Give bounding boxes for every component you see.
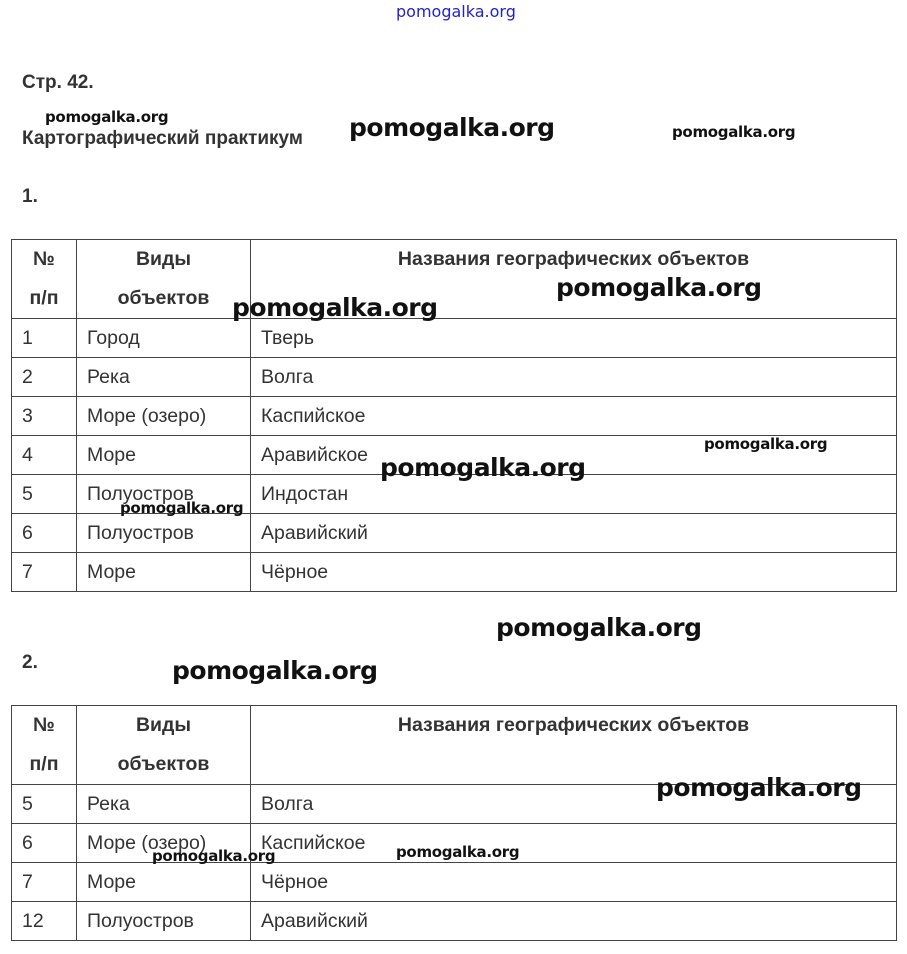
cell-num: 4 xyxy=(11,435,77,475)
cell-type: Море xyxy=(76,435,251,475)
cell-type: Река xyxy=(76,784,251,824)
cell-num: 7 xyxy=(11,552,77,592)
table-row: 2 Река Волга xyxy=(11,357,897,397)
table-row: 7 Море Чёрное xyxy=(11,552,897,592)
cell-num: 5 xyxy=(11,474,77,514)
header-type: Виды объектов xyxy=(76,705,251,785)
header-names: Названия географических объектов xyxy=(250,705,897,785)
cell-num: 12 xyxy=(11,901,77,941)
table-header-row: № п/п Виды объектов Названия географически… xyxy=(11,239,897,319)
cell-name: Каспийское xyxy=(250,823,897,863)
watermark: pomogalka.org xyxy=(396,843,520,861)
cell-name: Тверь xyxy=(250,318,897,358)
cell-type: Река xyxy=(76,357,251,397)
table-row: 12 Полуостров Аравийский xyxy=(11,901,897,941)
watermark: pomogalka.org xyxy=(152,847,276,865)
watermark: pomogalka.org xyxy=(380,453,586,482)
page-heading: Стр. 42. xyxy=(22,72,94,93)
task-1-table: № п/п Виды объектов Названия географически… xyxy=(11,239,897,592)
cell-num: 7 xyxy=(11,862,77,902)
cell-name: Аравийский xyxy=(250,901,897,941)
cell-num: 2 xyxy=(11,357,77,397)
watermark: pomogalka.org xyxy=(172,656,378,685)
watermark: pomogalka.org xyxy=(120,499,244,517)
table-row: 7 Море Чёрное xyxy=(11,862,897,902)
header-num: № п/п xyxy=(11,705,77,785)
watermark: pomogalka.org xyxy=(396,2,516,21)
cell-num: 1 xyxy=(11,318,77,358)
watermark: pomogalka.org xyxy=(232,293,438,322)
task-1-number: 1. xyxy=(22,186,38,207)
task-2-number: 2. xyxy=(22,652,38,673)
table-row: 5 Полуостров Индостан xyxy=(11,474,897,514)
cell-name: Чёрное xyxy=(250,552,897,592)
cell-type: Море (озеро) xyxy=(76,396,251,436)
table-row: 1 Город Тверь xyxy=(11,318,897,358)
cell-name: Индостан xyxy=(250,474,897,514)
header-names: Названия географических объектов xyxy=(250,239,897,319)
cell-type: Море xyxy=(76,862,251,902)
watermark: pomogalka.org xyxy=(672,123,796,141)
cell-type: Полуостров xyxy=(76,474,251,514)
cell-num: 6 xyxy=(11,823,77,863)
cell-type: Город xyxy=(76,318,251,358)
watermark: pomogalka.org xyxy=(349,113,555,142)
cell-type: Полуостров xyxy=(76,513,251,553)
cell-name: Волга xyxy=(250,357,897,397)
watermark: pomogalka.org xyxy=(496,613,702,642)
cell-num: 6 xyxy=(11,513,77,553)
section-title: Картографический практикум xyxy=(22,128,303,149)
cell-type: Полуостров xyxy=(76,901,251,941)
header-type: Виды объектов xyxy=(76,239,251,319)
table-row: 3 Море (озеро) Каспийское xyxy=(11,396,897,436)
table-row: 5 Река Волга xyxy=(11,784,897,824)
cell-name: Чёрное xyxy=(250,862,897,902)
cell-num: 3 xyxy=(11,396,77,436)
watermark: pomogalka.org xyxy=(704,435,828,453)
table-header-row: № п/п Виды объектов Названия географически… xyxy=(11,705,897,785)
cell-name: Аравийский xyxy=(250,513,897,553)
cell-type: Море xyxy=(76,552,251,592)
cell-num: 5 xyxy=(11,784,77,824)
cell-name: Каспийское xyxy=(250,396,897,436)
watermark: pomogalka.org xyxy=(556,273,762,302)
header-num: № п/п xyxy=(11,239,77,319)
table-row: 6 Полуостров Аравийский xyxy=(11,513,897,553)
watermark: pomogalka.org xyxy=(656,773,862,802)
task-2-table: № п/п Виды объектов Названия географически… xyxy=(11,705,897,941)
watermark: pomogalka.org xyxy=(45,108,169,126)
cell-type: Море (озеро) xyxy=(76,823,251,863)
